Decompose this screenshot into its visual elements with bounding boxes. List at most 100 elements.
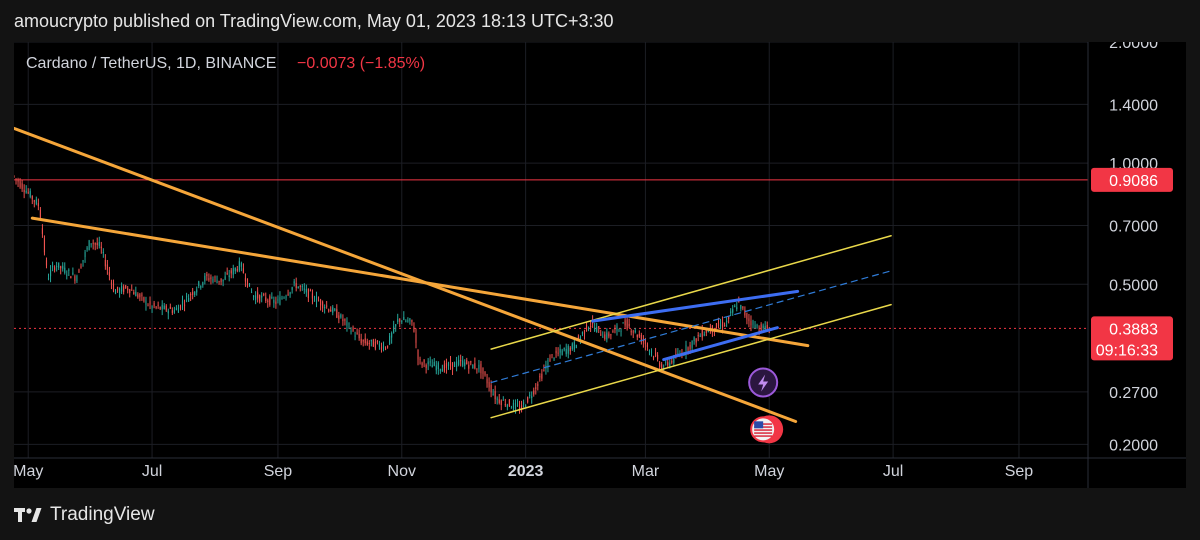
candle-body: [407, 320, 409, 322]
candle-body: [188, 297, 190, 302]
candle-body: [244, 277, 247, 282]
y-tick-label: 1.4000: [1109, 97, 1158, 114]
candle-body: [376, 340, 378, 343]
wedge-lower-line[interactable]: [662, 326, 779, 362]
y-axis: 2.00001.40001.00000.70000.50000.27000.20…: [1109, 35, 1158, 454]
flag-stripe: [754, 432, 773, 434]
orange-resistance-line-2[interactable]: [30, 216, 810, 348]
candle-body: [523, 402, 525, 405]
candle-body: [31, 196, 33, 200]
us-flag-event-icon[interactable]: [750, 415, 784, 444]
candle-body: [74, 276, 76, 281]
price-axis[interactable]: [1088, 42, 1186, 458]
candle-body: [742, 306, 744, 309]
lightning-event-icon[interactable]: [748, 367, 779, 398]
candle-body: [439, 369, 441, 371]
candle-body: [752, 320, 754, 325]
wedge-upper-line[interactable]: [591, 289, 800, 323]
candle-body: [618, 329, 620, 331]
candle-body: [594, 327, 596, 331]
candle-body: [344, 318, 346, 321]
x-tick-label: Nov: [388, 463, 416, 480]
candle-body: [610, 334, 612, 336]
price-label-countdown: 09:16:33: [1096, 342, 1158, 359]
price-label-value: 0.3883: [1109, 321, 1158, 338]
candle-body: [145, 300, 147, 305]
tradingview-brand[interactable]: TradingView: [14, 504, 155, 526]
channel-lower-line[interactable]: [490, 303, 892, 419]
candle-body: [358, 334, 360, 339]
candle-body: [88, 240, 90, 251]
event-markers[interactable]: [748, 367, 784, 444]
candle-body: [29, 191, 31, 197]
candle-body: [165, 305, 167, 311]
candle-body: [553, 357, 555, 360]
candle-body: [257, 292, 259, 299]
candle-body: [667, 362, 669, 366]
candle-body: [368, 342, 370, 344]
candle-body: [748, 318, 750, 322]
price-chart[interactable]: 2.00001.40001.00000.70000.50000.27000.20…: [12, 35, 1186, 488]
candle-body: [54, 267, 56, 271]
candle-body: [454, 362, 456, 367]
candle-body: [334, 309, 336, 311]
candle-body: [37, 203, 39, 207]
candle-body: [311, 293, 314, 299]
candle-body: [326, 305, 328, 307]
candle-body: [214, 276, 216, 278]
candle-body: [527, 397, 529, 403]
candle-body: [705, 330, 707, 333]
candle-body: [652, 356, 655, 358]
candle-body: [650, 351, 653, 353]
candle-body: [421, 363, 423, 366]
candle-body: [642, 340, 644, 342]
candle-body: [17, 179, 19, 183]
candle-body: [80, 265, 82, 269]
candle-body: [135, 291, 137, 297]
chart-panel[interactable]: 2.0000 1.4000 1.0000 0.7000 0.5000 0.2700 0.20…: [12, 35, 1186, 488]
candle-body: [573, 341, 575, 350]
candle-body: [762, 325, 764, 329]
candle-body: [579, 337, 581, 341]
price-label-bg: [1091, 316, 1173, 361]
candle-body: [445, 363, 448, 369]
chart-title: Cardano / TetherUS, 1D, BINANCE: [26, 55, 276, 72]
candle-body: [250, 291, 253, 293]
candle-body: [125, 285, 127, 288]
candle-body: [403, 316, 405, 321]
orange-resistance-line-1[interactable]: [12, 126, 798, 423]
channel-upper-line[interactable]: [490, 234, 892, 350]
candle-body: [600, 334, 602, 336]
candle-body: [161, 304, 163, 310]
candle-body: [194, 291, 196, 295]
candle-body: [62, 265, 64, 269]
candle-body: [547, 360, 549, 369]
candle-body: [478, 364, 480, 370]
candle-body: [238, 261, 240, 271]
candle-body: [153, 302, 155, 307]
trend-drawings[interactable]: [12, 126, 892, 423]
candle-body: [571, 343, 573, 350]
candle-body: [435, 365, 437, 371]
candle-body: [533, 390, 535, 395]
candle-body: [261, 295, 263, 298]
y-tick-label: 0.2700: [1109, 385, 1158, 402]
candle-body: [382, 345, 385, 349]
candle-body: [734, 305, 736, 308]
candle-body: [516, 404, 519, 406]
candle-body: [66, 274, 68, 276]
candle-body: [41, 228, 43, 234]
candle-body: [602, 336, 604, 338]
candle-body: [746, 313, 748, 320]
candle-body: [222, 279, 224, 282]
channel-mid-line[interactable]: [490, 270, 892, 384]
candle-body: [147, 305, 149, 307]
candle-body: [659, 362, 661, 367]
candle-body: [155, 306, 157, 308]
candle-body: [583, 330, 586, 335]
candle-body: [210, 277, 212, 280]
candle-body: [173, 310, 175, 313]
candle-body: [297, 286, 299, 288]
grid: [14, 41, 1088, 458]
candle-body: [391, 333, 393, 338]
